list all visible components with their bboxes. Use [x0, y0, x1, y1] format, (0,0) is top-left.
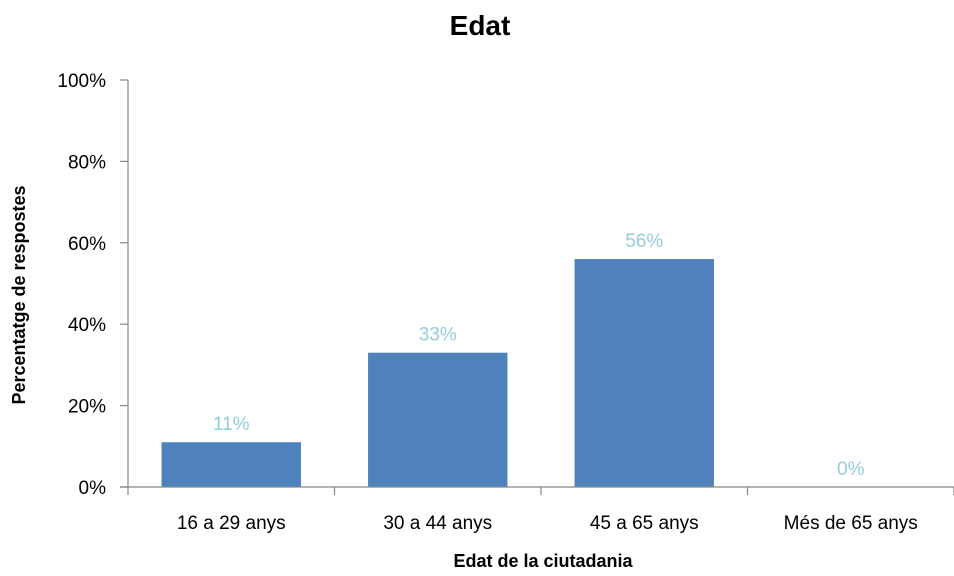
y-tick-label-3: 40% — [68, 315, 106, 336]
x-tick-label-1: 16 a 29 anys — [177, 513, 286, 534]
x-tick-label-3: 45 a 65 anys — [590, 513, 699, 534]
bars-layer — [161, 259, 714, 487]
x-tick-label-4: Més de 65 anys — [784, 513, 918, 534]
x-tick-labels: 16 a 29 anys 30 a 44 anys 45 a 65 anys Més … — [177, 513, 918, 534]
x-tick-label-2: 30 a 44 anys — [383, 513, 492, 534]
y-axis-title: Percentatge de respostes — [9, 185, 29, 404]
bar-2 — [368, 352, 508, 487]
data-labels-layer: 11% 33% 56% 0% — [213, 231, 865, 480]
data-label-4: 0% — [837, 459, 865, 480]
y-tick-labels: 0% 20% 40% 60% 80% 100% — [57, 71, 106, 499]
data-label-3: 56% — [625, 231, 663, 252]
bar-1 — [161, 442, 301, 487]
x-axis-title: Edat de la ciutadania — [453, 551, 633, 571]
y-tick-label-6: 100% — [57, 71, 106, 92]
bar-3 — [574, 259, 714, 487]
chart-title: Edat — [450, 10, 511, 41]
y-tick-label-4: 60% — [68, 234, 106, 255]
y-tick-label-5: 80% — [68, 152, 106, 173]
data-label-2: 33% — [419, 325, 457, 346]
y-tick-label-1: 0% — [79, 478, 107, 499]
y-tick-label-2: 20% — [68, 397, 106, 418]
axes-layer — [120, 79, 954, 495]
plot-area: 11% 33% 56% 0% 0% 20% 40% 60% 80% 100% 16 a 29 a… — [57, 71, 954, 534]
data-label-1: 11% — [213, 414, 250, 435]
